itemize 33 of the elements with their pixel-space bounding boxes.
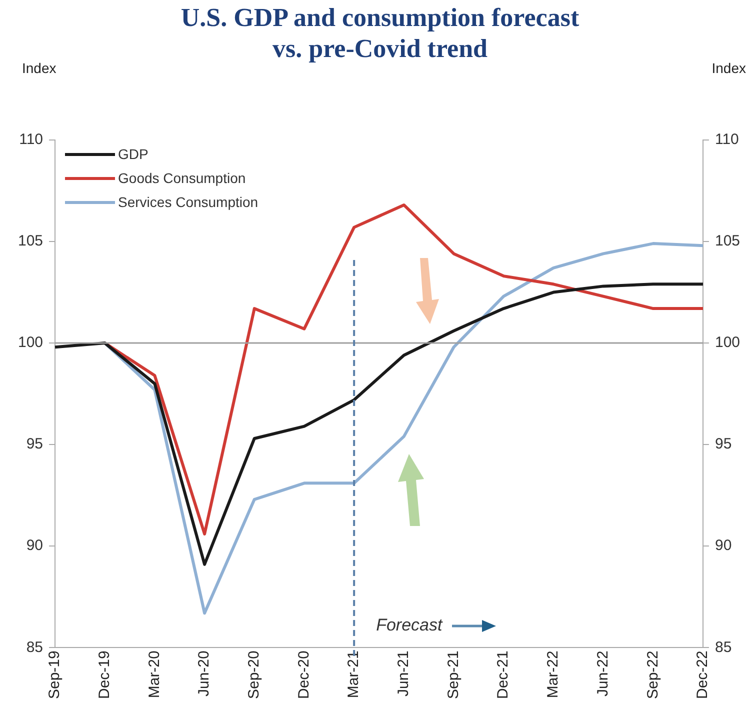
legend-label: GDP <box>118 146 148 162</box>
legend-label: Goods Consumption <box>118 170 246 186</box>
y2-tick-label: 105 <box>714 232 740 250</box>
x-tick-label: Sep-21 <box>444 650 462 700</box>
y2-tick-label: 100 <box>714 334 740 352</box>
chart-title: U.S. GDP and consumption forecast vs. pre-Covid trend <box>180 2 580 64</box>
x-tick-label: Jun-22 <box>594 650 612 697</box>
y-axis-title: Index <box>22 60 56 76</box>
x-tick-label: Dec-22 <box>694 650 712 699</box>
y-tick-label: 95 <box>26 436 44 453</box>
x-tick-label: Sep-22 <box>644 650 662 700</box>
y2-tick-label: 90 <box>714 537 732 554</box>
x-tick-label: Jun-20 <box>196 650 213 697</box>
x-tick-label: Dec-21 <box>494 650 512 699</box>
y2-tick-label: 85 <box>714 638 732 656</box>
y2-axis-title: Index <box>712 60 746 76</box>
y-tick-label: 90 <box>26 537 44 554</box>
y2-tick-label: 95 <box>714 436 732 453</box>
annotation: Forecast <box>376 615 444 634</box>
y-tick-label: 105 <box>18 232 44 250</box>
x-tick-label: Dec-19 <box>96 650 114 699</box>
x-tick-label: Sep-19 <box>46 650 64 700</box>
x-tick-label: Mar-22 <box>544 650 562 698</box>
x-tick-label: Dec-20 <box>295 650 312 699</box>
x-tick-label: Mar-20 <box>146 650 163 698</box>
x-tick-label: Mar-21 <box>345 650 362 698</box>
y2-tick-label: 110 <box>714 131 739 148</box>
x-tick-label: Jun-21 <box>395 650 412 697</box>
x-tick-label: Sep-20 <box>246 650 263 700</box>
y-tick-label: 85 <box>26 638 44 656</box>
legend-label: Services Consumption <box>118 194 258 210</box>
y-tick-label: 100 <box>18 334 44 352</box>
y-tick-label: 110 <box>19 131 44 148</box>
